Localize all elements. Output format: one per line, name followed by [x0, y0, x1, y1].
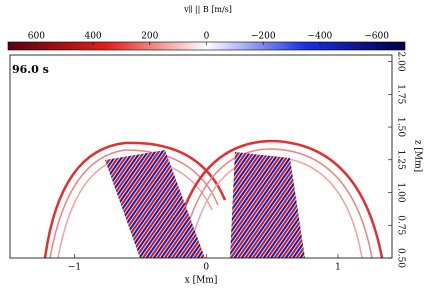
colorbar-tick-label: −600	[364, 32, 389, 42]
x-tick-label: −1	[68, 263, 81, 273]
colorbar-tick-label: −400	[308, 32, 333, 42]
colorbar-tick-label: 400	[84, 32, 101, 42]
y-tick-label: 1.75	[396, 84, 406, 104]
x-axis-label: x [Mm]	[185, 276, 218, 286]
x-tick-label: 1	[335, 263, 341, 273]
colorbar-tick-label: 200	[141, 32, 158, 42]
y-tick-label: 1.25	[396, 150, 406, 170]
colorbar-tick-label: 600	[28, 32, 45, 42]
plot-frame	[9, 54, 393, 259]
colorbar-tick-label: 0	[204, 32, 210, 42]
y-tick-label: 1.50	[396, 117, 406, 137]
y-tick-label: 0.50	[396, 248, 406, 268]
y-tick-label: 1.00	[396, 182, 406, 202]
y-tick-label: 0.75	[396, 215, 406, 235]
wave-field	[10, 55, 392, 258]
y-tick-label: 2.00	[396, 52, 406, 72]
colorbar-label: v∥ || B [m/s]	[183, 5, 232, 14]
y-axis-label: z [Mm]	[413, 140, 423, 172]
colorbar-tick-label: −200	[251, 32, 276, 42]
time-annotation: 96.0 s	[12, 63, 49, 76]
x-tick-label: 0	[203, 263, 209, 273]
